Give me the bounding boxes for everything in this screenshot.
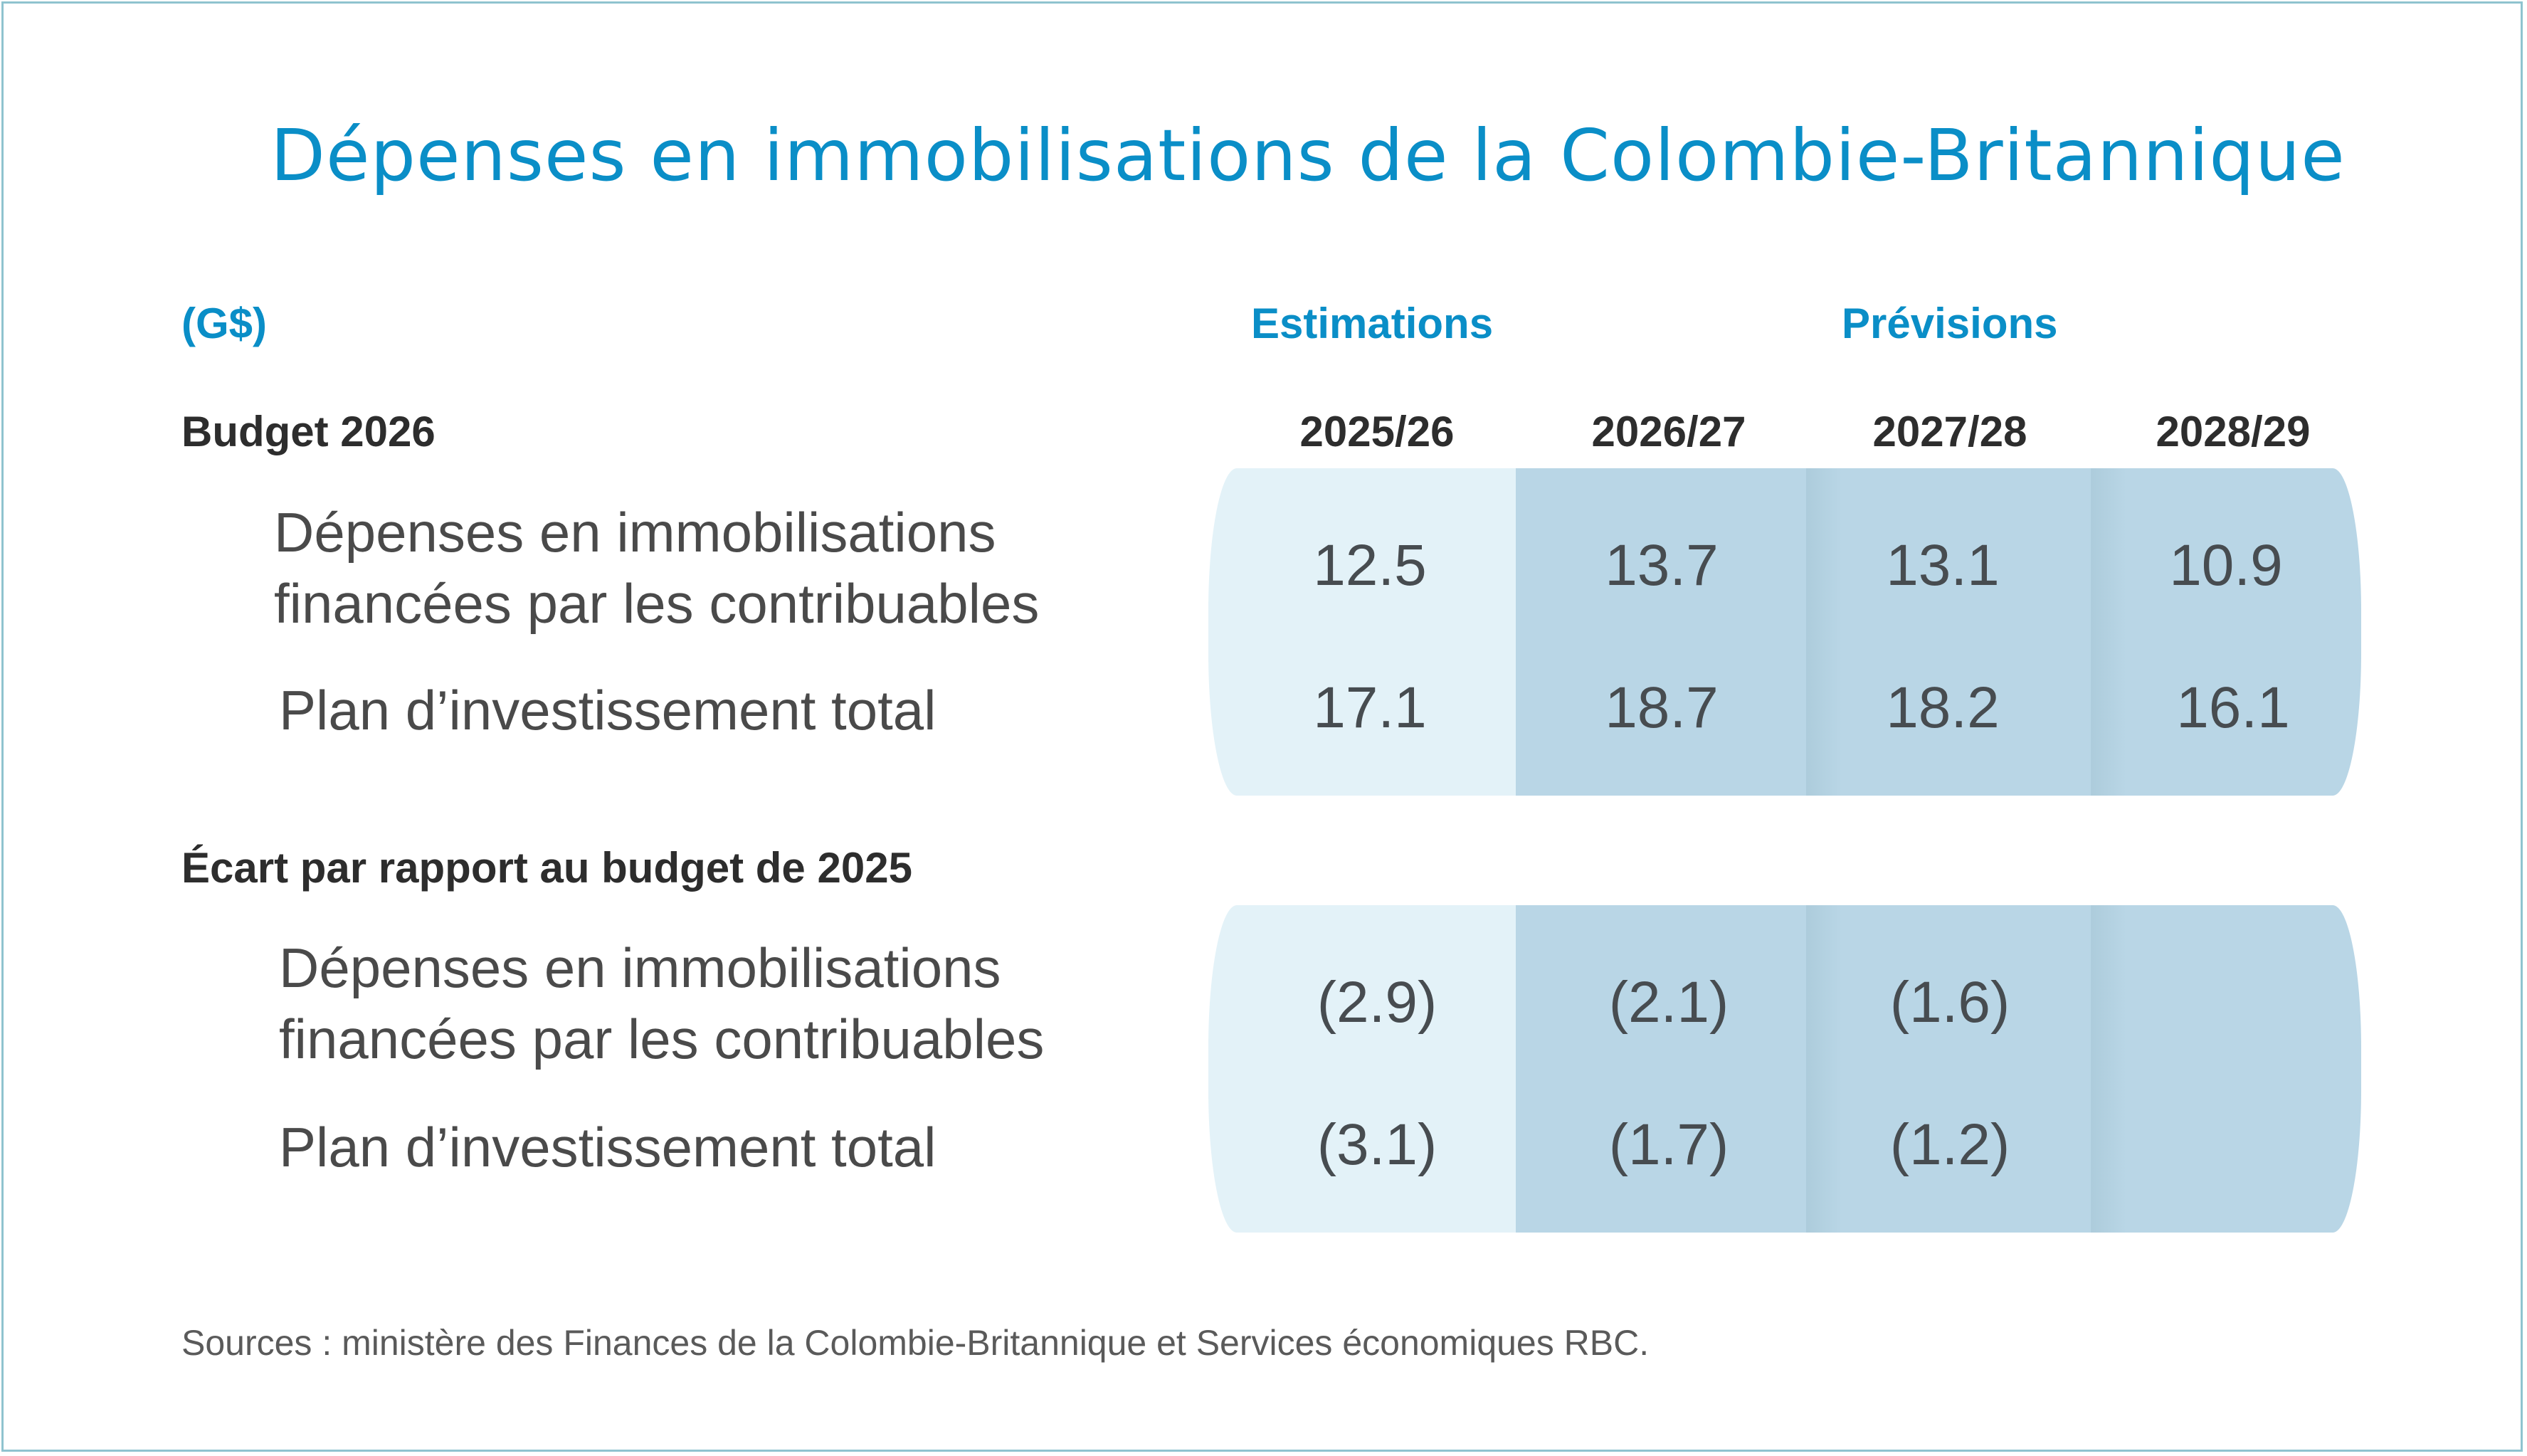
column-divider: [1806, 468, 1842, 796]
value-cell: 17.1: [1313, 675, 1427, 740]
row-label-total-plan: Plan d’investissement total: [279, 1116, 937, 1178]
column-estimates: [1208, 468, 1516, 796]
year-header: 2026/27: [1591, 408, 1746, 455]
value-cell: 10.9: [2169, 533, 2283, 598]
value-cell: 13.1: [1886, 533, 2000, 598]
section-heading-variance: Écart par rapport au budget de 2025: [181, 844, 912, 892]
group-label-forecasts: Prévisions: [1842, 300, 2058, 347]
year-header: 2028/29: [2156, 408, 2311, 455]
year-header: 2025/26: [1299, 408, 1455, 455]
column-divider: [2091, 468, 2126, 796]
value-cell: 13.7: [1605, 533, 1719, 598]
section-heading-budget-2026: Budget 2026: [181, 408, 436, 455]
values-band-variance: [1208, 905, 2361, 1233]
row-label-taxpayer-capex: Dépenses en immobilisations financées pa…: [274, 497, 1039, 639]
row-label-taxpayer-capex: Dépenses en immobilisations financées pa…: [279, 932, 1044, 1075]
sources-note: Sources : ministère des Finances de la C…: [181, 1323, 1650, 1363]
column-forecasts: [1516, 468, 2361, 796]
row-label-line: financées par les contribuables: [279, 1008, 1045, 1070]
row-label-line: Dépenses en immobilisations: [274, 501, 996, 564]
value-cell: (1.6): [1889, 970, 2010, 1035]
value-cell: 18.2: [1886, 675, 2000, 740]
row-label-line: Dépenses en immobilisations: [279, 937, 1001, 999]
column-divider: [1806, 905, 1842, 1233]
value-cell: (1.2): [1889, 1112, 2010, 1177]
year-header: 2027/28: [1872, 408, 2027, 455]
value-cell: (3.1): [1317, 1112, 1437, 1177]
values-band-budget-2026: [1208, 468, 2361, 796]
unit-label: (G$): [181, 300, 267, 347]
value-cell: 16.1: [2176, 675, 2290, 740]
value-cell: 18.7: [1605, 675, 1719, 740]
row-label-total-plan: Plan d’investissement total: [279, 679, 937, 742]
column-estimates: [1208, 905, 1516, 1233]
figure-title: Dépenses en immobilisations de la Colomb…: [270, 114, 2346, 197]
column-forecasts: [1516, 905, 2361, 1233]
column-divider: [2091, 905, 2126, 1233]
value-cell: (2.9): [1317, 970, 1437, 1035]
row-label-line: financées par les contribuables: [274, 572, 1040, 635]
value-cell: 12.5: [1313, 533, 1427, 598]
value-cell: (2.1): [1608, 970, 1729, 1035]
group-label-estimates: Estimations: [1251, 300, 1494, 347]
value-cell: (1.7): [1608, 1112, 1729, 1177]
